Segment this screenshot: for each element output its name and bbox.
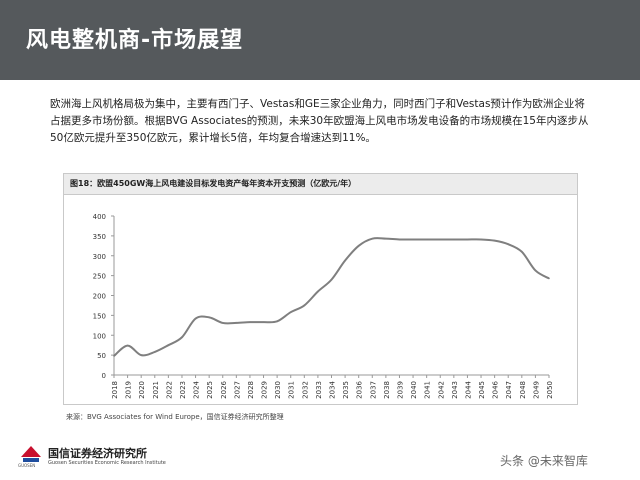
y-tick-label: 250 <box>93 273 106 281</box>
data-point <box>181 336 183 339</box>
x-tick-label: 2031 <box>288 381 296 399</box>
data-point <box>521 250 523 253</box>
data-point <box>208 316 210 319</box>
data-point <box>480 238 482 241</box>
x-tick-label: 2030 <box>274 381 282 399</box>
data-point <box>167 344 170 346</box>
x-tick-label: 2048 <box>519 381 527 399</box>
y-tick-label: 150 <box>93 312 106 320</box>
x-tick-label: 2032 <box>301 381 309 399</box>
x-tick-label: 2028 <box>247 381 255 399</box>
data-point <box>344 259 346 262</box>
data-point <box>317 290 319 293</box>
data-point <box>303 304 306 307</box>
logo-mark-icon <box>21 446 41 462</box>
x-tick-label: 2044 <box>464 380 472 398</box>
y-tick-label: 0 <box>102 372 106 380</box>
x-tick-label: 2029 <box>261 381 269 399</box>
y-tick-label: 100 <box>93 332 106 340</box>
data-point <box>466 238 469 241</box>
x-tick-label: 2027 <box>233 381 241 399</box>
data-point <box>507 243 510 246</box>
data-point <box>534 269 537 272</box>
guosen-logo: GUOSEN 国信证券经济研究所 Guosen Securities Econo… <box>18 443 200 471</box>
x-tick-label: 2039 <box>396 381 404 399</box>
data-point <box>113 355 115 357</box>
x-tick-label: 2034 <box>329 380 337 398</box>
x-tick-label: 2019 <box>125 381 133 399</box>
x-tick-label: 2022 <box>165 381 173 399</box>
series-line <box>113 237 550 357</box>
intro-paragraph: 欧洲海上风机格局极为集中，主要有西门子、Vestas和GE三家企业角力，同时西门… <box>50 98 589 144</box>
x-tick-label: 2035 <box>342 381 350 399</box>
data-point <box>140 354 142 356</box>
x-tick-label: 2033 <box>315 381 323 399</box>
x-tick-label: 2040 <box>410 381 418 399</box>
y-tick-label: 200 <box>93 293 106 301</box>
x-tick-label: 2038 <box>383 381 391 399</box>
x-tick-label: 2018 <box>111 381 119 399</box>
header-bar: 风电整机商-市场展望 <box>0 0 640 80</box>
data-point <box>249 321 251 323</box>
source-note: 来源：BVG Associates for Wind Europe，国信证券经济… <box>66 413 284 421</box>
data-point <box>548 277 550 280</box>
data-point <box>357 245 360 247</box>
chart-title: 图18：欧盟450GW海上风电建设目标发电资产每年资本开支预测（亿欧元/年） <box>70 179 357 188</box>
data-point <box>439 238 442 241</box>
y-tick-label: 400 <box>93 213 106 221</box>
logo-name: 国信证券经济研究所 <box>48 447 147 460</box>
x-tick-label: 2024 <box>193 380 201 398</box>
data-point <box>221 322 224 324</box>
data-point <box>276 320 278 323</box>
x-tick-label: 2043 <box>451 381 459 399</box>
data-point <box>289 311 292 313</box>
x-tick-label: 2026 <box>220 380 228 398</box>
x-tick-label: 2046 <box>492 380 500 398</box>
y-tick-label: 350 <box>93 233 106 241</box>
page-title: 风电整机商-市场展望 <box>26 28 244 53</box>
data-point <box>153 351 156 353</box>
data-point <box>330 278 333 281</box>
data-point <box>493 239 496 242</box>
x-tick-label: 2047 <box>505 381 513 399</box>
x-tick-label: 2020 <box>138 381 146 399</box>
x-tick-label: 2045 <box>478 381 486 399</box>
x-tick-label: 2021 <box>152 381 160 399</box>
data-point <box>425 238 428 241</box>
data-point <box>194 317 197 320</box>
x-tick-label: 2041 <box>424 381 432 399</box>
watermark-text: 头条 @未来智库 <box>500 454 588 468</box>
logo-english: Guosen Securities Economic Research Inst… <box>48 460 166 466</box>
chart-container: 图18：欧盟450GW海上风电建设目标发电资产每年资本开支预测（亿欧元/年） 0… <box>63 173 578 405</box>
y-tick-label: 300 <box>93 253 106 261</box>
data-point <box>398 238 401 241</box>
x-tick-label: 2050 <box>546 381 554 399</box>
x-tick-label: 2025 <box>206 381 214 399</box>
chart-title-bar: 图18：欧盟450GW海上风电建设目标发电资产每年资本开支预测（亿欧元/年） <box>64 174 577 195</box>
logo-small-text: GUOSEN <box>18 463 36 468</box>
data-point <box>385 237 387 240</box>
data-point <box>453 238 455 241</box>
data-point <box>126 344 129 347</box>
x-tick-label: 2042 <box>437 381 445 399</box>
x-tick-label: 2036 <box>356 380 364 398</box>
x-tick-label: 2023 <box>179 381 187 399</box>
y-tick-label: 50 <box>97 352 106 360</box>
data-point <box>371 237 374 240</box>
x-tick-label: 2049 <box>532 381 540 399</box>
line-chart: 0 50 100 150 200 250 300 350 400 2018 2019 2020 2021… <box>93 213 554 399</box>
data-point <box>235 322 238 324</box>
data-point <box>412 238 414 241</box>
data-point <box>262 321 265 323</box>
x-tick-label: 2037 <box>369 381 377 399</box>
